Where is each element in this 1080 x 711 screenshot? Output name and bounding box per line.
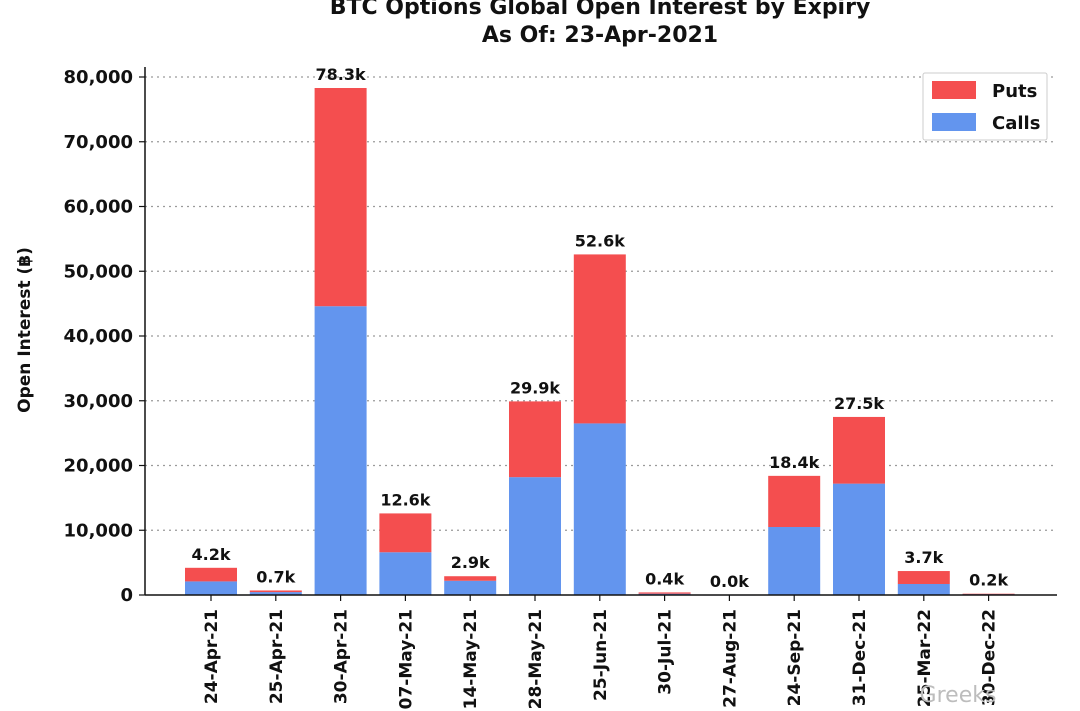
y-axis-label: Open Interest (฿) [15, 247, 35, 413]
bar-calls [897, 583, 950, 595]
legend-swatch [932, 81, 976, 99]
y-axis-ticks: 0 10,000 20,000 30,000 40,000 50,000 60,000 70,… [64, 67, 145, 606]
bar-puts [962, 593, 1015, 595]
x-tick-label: 07-May-21 [396, 609, 416, 709]
x-tick-label: 30-Dec-22 [980, 609, 1000, 706]
y-tick-label: 20,000 [64, 456, 133, 477]
y-tick-label: 50,000 [64, 261, 133, 282]
y-tick-label: 0 [120, 585, 133, 606]
chart-subtitle: As Of: 23-Apr-2021 [482, 23, 718, 48]
bar-puts [833, 416, 885, 484]
bar-total-label: 2.9k [451, 553, 490, 572]
bar-total-label: 78.3k [316, 65, 366, 84]
legend-label: Calls [992, 113, 1040, 134]
x-tick-label: 14-May-21 [461, 609, 481, 709]
bar-calls [509, 477, 561, 595]
chart-title: BTC Options Global Open Interest by Expi… [330, 0, 871, 20]
bar-puts [768, 475, 821, 528]
bar-puts [638, 592, 691, 594]
bar-calls [444, 580, 497, 595]
bar-calls [249, 592, 302, 595]
bar-puts [573, 254, 626, 424]
y-tick-label: 30,000 [64, 391, 133, 412]
y-tick-label: 60,000 [64, 197, 133, 218]
x-tick-label: 31-Dec-21 [850, 609, 870, 706]
x-tick-label: 25-Jun-21 [591, 609, 611, 701]
legend-label: Puts [992, 81, 1037, 102]
y-tick-label: 70,000 [64, 132, 133, 153]
x-tick-label: 24-Sep-21 [785, 609, 805, 706]
legend-swatch [932, 113, 976, 131]
bar-puts [379, 513, 432, 553]
bar-puts [444, 576, 497, 581]
bar-total-label: 29.9k [510, 378, 560, 397]
x-tick-label: 30-Apr-21 [332, 609, 352, 704]
data-labels: 4.2k 0.7k 78.3k 12.6k 2.9k 29.9k 52.6k 0.4k 0.0k… [192, 65, 1009, 591]
x-tick-label: 27-Aug-21 [720, 609, 740, 708]
bar-total-label: 3.7k [904, 548, 943, 567]
bar-calls [379, 552, 432, 595]
x-tick-label: 28-May-21 [526, 609, 546, 709]
y-tick-label: 80,000 [64, 67, 133, 88]
bar-total-label: 0.4k [645, 569, 684, 588]
bar-total-label: 27.5k [834, 394, 884, 413]
bar-calls [185, 581, 237, 595]
watermark-text: Greeks [920, 683, 997, 708]
bar-total-label: 52.6k [575, 231, 625, 250]
x-tick-label: 30-Jul-21 [656, 609, 676, 695]
bar-total-label: 0.7k [256, 567, 295, 586]
bar-total-label: 0.0k [710, 572, 749, 591]
bar-total-label: 12.6k [380, 490, 430, 509]
y-tick-label: 40,000 [64, 326, 133, 347]
watermark: Greeks [920, 683, 997, 708]
bar-puts [897, 571, 950, 584]
bar-puts [314, 88, 367, 307]
bar-calls [833, 483, 885, 595]
bar-puts [249, 590, 302, 593]
bar-total-label: 0.2k [969, 571, 1008, 590]
x-tick-label: 25-Apr-21 [267, 609, 287, 704]
bar-calls [573, 423, 626, 595]
legend: Puts Calls [922, 72, 1048, 141]
bar-calls [314, 306, 367, 595]
bar-puts [509, 401, 561, 478]
bar-total-label: 18.4k [769, 453, 819, 472]
y-tick-label: 10,000 [64, 520, 133, 541]
bars [185, 88, 1015, 596]
bar-puts [185, 567, 237, 582]
bar-total-label: 4.2k [192, 545, 231, 564]
bar-calls [768, 527, 821, 595]
x-tick-label: 24-Apr-21 [202, 609, 222, 704]
x-tick-label: 25-Mar-22 [915, 609, 935, 707]
x-axis-ticks: 24-Apr-21 25-Apr-21 30-Apr-21 07-May-21 14-M… [202, 595, 1000, 709]
